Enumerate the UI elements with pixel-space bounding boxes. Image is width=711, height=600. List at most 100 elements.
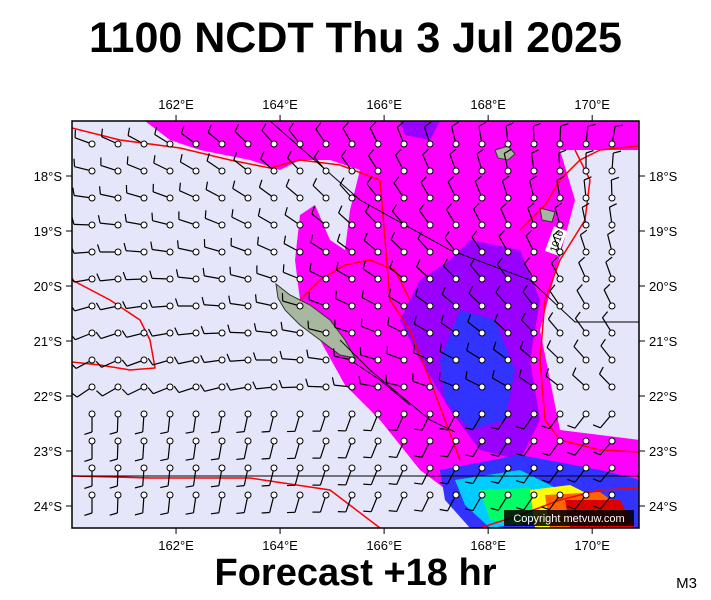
wind-barb [556,149,567,175]
wind-barb [414,491,434,512]
wind-barb [439,437,460,458]
wind-barb [210,410,226,434]
wind-barb [261,437,278,460]
wind-barb [72,356,96,369]
wind-barb [227,324,252,337]
wind-barb [416,259,434,283]
wind-barb [278,379,304,391]
wind-barb [363,232,382,256]
wind-barb [84,437,96,463]
lat-tick-label-right: 21°S [649,334,678,349]
wind-barb [180,125,200,148]
wind-barb [607,229,616,256]
wind-barb [229,266,252,283]
copyright-box [504,510,634,526]
wind-barb [494,313,512,337]
wind-barb [516,437,538,457]
wind-barb [185,410,200,434]
wind-barb [334,319,356,337]
wind-barb [332,348,356,364]
wind-barb [592,410,616,429]
isobar-line [72,475,381,528]
wind-barb [72,246,96,256]
wind-barb [468,286,486,310]
wind-barb [109,437,122,462]
wind-barb [176,240,200,256]
wind-barb [121,356,148,367]
wind-barb [413,316,434,337]
wind-barb [134,410,148,435]
wind-barb [256,265,278,283]
wind-barb [203,239,226,256]
wind-barb [337,410,356,432]
wind-barb [549,284,564,310]
wind-barb [283,235,304,256]
wind-barb [554,202,564,229]
wind-barb [527,202,538,229]
wind-barb [465,371,486,391]
wind-barb [96,273,122,283]
wind-barb [147,383,174,395]
wind-barb [440,315,460,337]
wind-barb [206,153,226,175]
lon-tick-label-bottom: 164°E [262,538,298,553]
wind-barb [261,491,278,514]
wind-barb [253,323,278,337]
wind-barb [84,410,96,436]
wind-barb [363,410,382,432]
wind-barb [337,437,356,459]
wind-barb [546,340,564,364]
wind-barb [366,176,382,202]
lat-tick-label-left: 21°S [34,334,63,349]
wind-barb [442,258,460,283]
wind-barb [95,356,122,368]
wind-barb [201,296,226,310]
wind-barb [490,464,512,484]
wind-barb [360,318,382,337]
wind-barb [261,123,278,148]
wind-barb [469,258,486,283]
wind-barb [567,464,590,483]
lat-tick-label-left: 18°S [34,169,63,184]
wind-barb [530,122,542,148]
precip-area-mid-2 [400,121,440,140]
wind-barb [516,491,538,511]
wind-barb [210,464,226,488]
wind-barb [516,410,538,430]
model-tag: M3 [676,575,697,592]
new-caledonia-island [275,282,356,359]
wind-barb [160,464,174,489]
wind-barb [541,410,564,430]
wind-barb [582,176,592,202]
wind-barb [449,148,460,175]
wind-barb [393,176,408,202]
wind-barb [149,270,174,283]
wind-barb [72,383,96,398]
wind-barb [84,464,96,490]
wind-barb [287,464,304,487]
wind-barb [160,491,174,516]
wind-barb [147,328,174,337]
wind-barb [592,437,616,456]
wind-barb [447,175,460,202]
wind-barb [230,237,252,256]
wind-barb [530,149,539,175]
wind-barb [336,233,356,256]
wind-barb [390,232,408,256]
wind-barb [313,150,330,175]
wind-barb [178,211,200,229]
wind-barb [417,231,434,256]
wind-barb [391,204,408,229]
wind-barb [280,321,304,337]
wind-barb [490,491,512,511]
wind-barb [134,437,148,462]
wind-barb [338,205,356,229]
wind-barb [134,464,148,489]
wind-barb [523,257,538,283]
wind-barb [205,181,226,202]
wind-barb [173,383,200,394]
wind-barb [281,293,304,310]
lat-tick-label-right: 23°S [649,444,678,459]
wind-barb [312,437,330,459]
copyright-text: Copyright metvuw.com [513,513,624,525]
